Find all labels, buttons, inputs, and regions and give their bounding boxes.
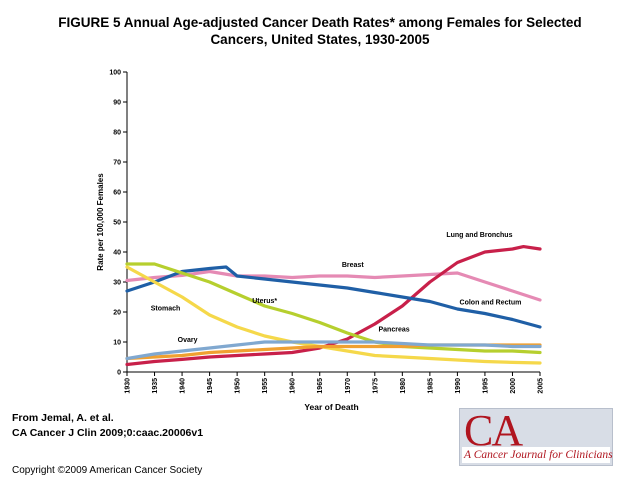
journal-logo: CA A Cancer Journal for Clinicians — [459, 406, 613, 466]
y-tick-label: 40 — [113, 250, 121, 257]
series-label: Breast — [342, 262, 364, 269]
y-tick-label: 30 — [113, 280, 121, 287]
x-tick-label: 1970 — [345, 378, 352, 394]
citation-line-1: From Jemal, A. et al. — [12, 412, 114, 424]
x-tick-label: 1960 — [290, 378, 297, 394]
series-label: Colon and Rectum — [460, 300, 522, 307]
citation-line-2: CA Cancer J Clin 2009;0:caac.20006v1 — [12, 427, 204, 439]
series-line-stomach — [125, 265, 542, 365]
y-tick-label: 10 — [113, 340, 121, 347]
logo-band — [462, 447, 610, 463]
y-tick-label: 0 — [117, 370, 121, 377]
x-tick-label: 2005 — [538, 378, 545, 394]
x-tick-label: 1995 — [482, 378, 489, 394]
x-tick-label: 1945 — [207, 378, 214, 394]
x-tick-label: 2000 — [510, 378, 517, 394]
series-line-breast — [125, 269, 542, 302]
x-tick-label: 1985 — [427, 378, 434, 394]
y-tick-label: 90 — [113, 100, 121, 107]
series-line-colon-and-rectum — [125, 265, 542, 329]
series-label: Uterus* — [252, 298, 277, 305]
title-line-2: Cancers, United States, 1930-2005 — [210, 32, 430, 47]
series-label: Lung and Bronchus — [446, 232, 512, 239]
citation: From Jemal, A. et al. CA Cancer J Clin 2… — [12, 411, 203, 441]
series-line-lung-and-bronchus — [125, 245, 542, 367]
y-tick-label: 80 — [113, 130, 121, 137]
x-tick-label: 1980 — [400, 378, 407, 394]
x-axis-label: Year of Death — [304, 402, 358, 412]
x-tick-label: 1930 — [125, 378, 132, 394]
series-line-ovary — [125, 340, 542, 361]
x-tick-label: 1955 — [262, 378, 269, 394]
x-tick-label: 1965 — [317, 378, 324, 394]
y-axis-label: Rate per 100,000 Females — [96, 173, 105, 271]
title-line-1: FIGURE 5 Annual Age-adjusted Cancer Deat… — [58, 15, 582, 30]
series-label: Pancreas — [379, 327, 410, 334]
x-tick-label: 1950 — [235, 378, 242, 394]
y-tick-label: 60 — [113, 190, 121, 197]
y-tick-label: 70 — [113, 160, 121, 167]
series-label: Stomach — [151, 306, 181, 313]
y-tick-label: 50 — [113, 220, 121, 227]
copyright-text: Copyright ©2009 American Cancer Society — [12, 465, 203, 476]
x-tick-label: 1990 — [455, 378, 462, 394]
page-title: FIGURE 5 Annual Age-adjusted Cancer Deat… — [10, 14, 630, 48]
series-label: Ovary — [178, 337, 198, 344]
logo-journal-name: A Cancer Journal for Clinicians — [464, 449, 613, 461]
x-tick-label: 1935 — [152, 378, 159, 394]
y-tick-label: 100 — [109, 70, 121, 77]
y-tick-label: 20 — [113, 310, 121, 317]
x-tick-label: 1940 — [180, 378, 187, 394]
logo-letters: CA — [464, 406, 523, 455]
series-line-uterus — [125, 262, 542, 355]
x-tick-label: 1975 — [372, 378, 379, 394]
